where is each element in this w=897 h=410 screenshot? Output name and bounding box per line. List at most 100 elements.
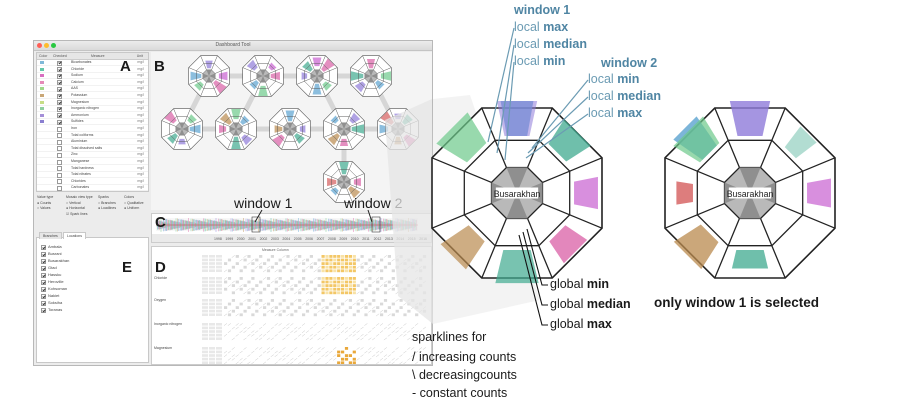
measure-checkbox[interactable] <box>57 93 62 99</box>
mosaic-cell <box>344 277 349 280</box>
window-2-selector[interactable] <box>371 216 381 233</box>
header-unit[interactable]: Unit <box>136 53 143 58</box>
measure-checkbox[interactable] <box>57 119 62 125</box>
measure-row[interactable]: Aluminium mg/l <box>37 139 148 146</box>
location-glyph[interactable] <box>215 108 257 150</box>
measure-row[interactable]: Magnesium mg/l <box>37 100 148 106</box>
header-checked[interactable]: Checked <box>53 53 67 58</box>
tab-branches[interactable]: Branches <box>39 232 62 239</box>
location-checkbox[interactable] <box>41 280 46 285</box>
timeline-year-label: 1998 <box>214 237 222 241</box>
measure-checkbox[interactable] <box>57 126 62 132</box>
measure-checkbox[interactable] <box>57 146 62 152</box>
option-vertical[interactable]: ○ Vertical <box>66 201 81 205</box>
option-uniform[interactable]: ● Uniform <box>124 206 140 210</box>
measure-row[interactable]: Zinc mg/l <box>37 152 148 159</box>
measure-row[interactable]: Manganese mg/l <box>37 159 148 165</box>
tab-locations[interactable]: Locations <box>63 232 86 239</box>
measure-row[interactable]: Calcium mg/l <box>37 80 148 86</box>
measure-row[interactable]: Chloride mg/l <box>37 67 148 73</box>
measure-checkbox[interactable] <box>57 113 62 119</box>
measure-color-swatch[interactable] <box>40 87 44 91</box>
measure-checkbox[interactable] <box>57 73 62 79</box>
location-glyph[interactable] <box>269 108 311 150</box>
mosaic-cell <box>344 255 349 258</box>
measure-color-swatch[interactable] <box>40 61 44 64</box>
measure-row[interactable]: Iron mg/l <box>37 126 148 132</box>
measure-row[interactable]: Total hardness mg/l <box>37 166 148 172</box>
measure-checkbox[interactable] <box>57 166 62 172</box>
mosaic-cell <box>259 255 263 258</box>
detail-glyph-window-1[interactable]: Busarakhan <box>664 101 836 279</box>
location-glyph[interactable] <box>350 55 392 97</box>
measure-checkbox[interactable] <box>57 106 62 112</box>
measure-row[interactable]: Bicarbonates mg/l <box>37 60 148 66</box>
measure-checkbox[interactable] <box>57 139 62 145</box>
measure-row[interactable]: Chlorides mg/l <box>37 179 148 185</box>
location-checkbox[interactable] <box>41 273 46 278</box>
measure-color-swatch[interactable] <box>40 94 44 97</box>
location-glyph[interactable] <box>323 161 365 203</box>
measure-checkbox[interactable] <box>57 185 62 191</box>
measure-color-swatch[interactable] <box>40 100 44 104</box>
measure-row[interactable]: Total coliforms mg/l <box>37 133 148 139</box>
measure-color-swatch[interactable] <box>40 120 44 124</box>
location-checkbox[interactable] <box>41 259 46 264</box>
measure-checkbox[interactable] <box>57 159 62 165</box>
measure-row[interactable]: Inorganic nitrogen mg/l <box>37 106 148 113</box>
measure-checkbox[interactable] <box>57 133 62 139</box>
measure-color-swatch[interactable] <box>40 107 44 111</box>
option-values[interactable]: ○ Values <box>37 206 51 210</box>
measure-checkbox[interactable] <box>57 86 62 92</box>
measure-row[interactable]: Sodium mg/l <box>37 73 148 80</box>
measure-row[interactable]: AAS mg/l <box>37 86 148 93</box>
glyph-label-bg <box>495 187 539 199</box>
location-glyph[interactable] <box>323 108 365 150</box>
measure-checkbox[interactable] <box>57 100 62 106</box>
zoom-window-button[interactable] <box>51 43 56 48</box>
measure-color-swatch[interactable] <box>40 80 44 84</box>
measure-checkbox[interactable] <box>57 172 62 178</box>
option-qualitative[interactable]: ○ Qualitative <box>124 201 144 205</box>
option-loadlines[interactable]: ● Loadlines <box>98 206 117 210</box>
measure-row[interactable]: Total dissolved salts mg/l <box>37 146 148 152</box>
measure-row[interactable]: Potassium mg/l <box>37 93 148 99</box>
measure-color-swatch[interactable] <box>40 67 44 71</box>
measure-color-swatch[interactable] <box>40 74 44 78</box>
location-checkbox[interactable] <box>41 294 46 299</box>
option-counts[interactable]: ● Counts <box>37 201 52 205</box>
measure-checkbox[interactable] <box>57 67 62 73</box>
measure-checkbox[interactable] <box>57 60 62 66</box>
measure-checkbox[interactable] <box>57 152 62 158</box>
measure-color-swatch[interactable] <box>40 113 44 117</box>
location-glyph[interactable] <box>161 108 203 150</box>
header-measure[interactable]: Measure <box>91 53 105 58</box>
location-checkbox[interactable] <box>41 301 46 306</box>
measure-name: Sulfides <box>71 119 84 124</box>
header-color[interactable]: Color <box>39 53 48 58</box>
location-glyph[interactable] <box>296 55 338 97</box>
minimize-window-button[interactable] <box>44 43 49 48</box>
measure-row[interactable]: Carbonates mg/l <box>37 185 148 191</box>
window-1-selector[interactable] <box>251 216 261 233</box>
option-horizontal[interactable]: ● Horizontal <box>66 206 85 210</box>
detail-glyph-both-windows[interactable]: Busarakhan <box>431 101 603 284</box>
location-checkbox[interactable] <box>41 287 46 292</box>
location-checkbox[interactable] <box>41 252 46 257</box>
location-checkbox[interactable] <box>41 308 46 313</box>
timeline[interactable]: 1998 1999 2000 2001 2002 2003 2004 2005 2006 2007… <box>152 214 431 242</box>
measure-row[interactable]: Ammonium mg/l <box>37 113 148 119</box>
location-checkbox[interactable] <box>41 266 46 271</box>
option-branches[interactable]: ○ Branches <box>98 201 116 205</box>
glyph-label-bg <box>728 187 772 199</box>
option-spark-lines[interactable]: ☑ Spark lines <box>66 212 88 216</box>
measure-row[interactable]: Total nitrates mg/l <box>37 172 148 179</box>
mosaic[interactable]: Chloride Oxygen Inorganic nitrogen Magnesiu… <box>152 247 431 364</box>
location-checkbox[interactable] <box>41 245 46 250</box>
location-glyph[interactable] <box>188 55 230 97</box>
measure-checkbox[interactable] <box>57 179 62 185</box>
measure-row[interactable]: Sulfides mg/l <box>37 119 148 126</box>
location-glyph[interactable] <box>242 55 284 97</box>
measure-checkbox[interactable] <box>57 80 62 86</box>
close-window-button[interactable] <box>37 43 42 48</box>
